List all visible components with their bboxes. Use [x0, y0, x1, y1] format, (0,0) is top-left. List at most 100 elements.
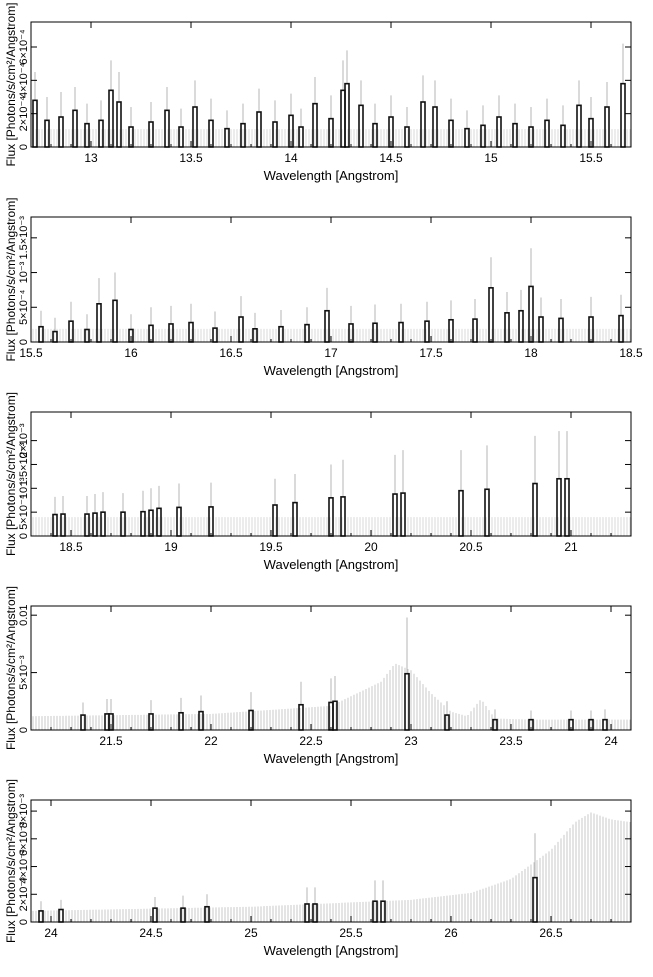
- data-bar: [98, 119, 104, 148]
- data-bar: [44, 119, 50, 148]
- data-bar: [532, 876, 538, 923]
- data-bar: [544, 119, 550, 148]
- data-bar: [58, 908, 64, 923]
- data-bar: [164, 109, 170, 148]
- data-bar: [400, 492, 406, 537]
- y-axis-label: Flux [Photons/s/cm²/Angstrom]: [4, 586, 18, 750]
- y-tick-label: 5×10⁻⁴: [18, 289, 30, 325]
- data-bar: [148, 121, 154, 148]
- data-bar: [298, 126, 304, 148]
- x-tick-label: 15: [484, 151, 498, 165]
- data-bar: [176, 506, 182, 537]
- x-tick-label: 22.5: [299, 734, 323, 748]
- x-tick-label: 14.5: [379, 151, 403, 165]
- data-bar: [148, 509, 154, 537]
- y-tick-label: 1.5×10⁻³: [18, 442, 30, 486]
- data-bar: [140, 510, 146, 537]
- y-axis-label: Flux [Photons/s/cm²/Angstrom]: [4, 392, 18, 556]
- x-tick-label: 26: [444, 926, 458, 940]
- data-bar: [620, 82, 626, 148]
- data-bar: [512, 122, 518, 148]
- x-tick-label: 17: [324, 346, 338, 360]
- y-tick-label: 10⁻³: [18, 261, 30, 283]
- data-bar: [256, 111, 262, 148]
- x-tick-label: 15.5: [19, 346, 43, 360]
- x-tick-label: 26.5: [539, 926, 563, 940]
- data-bar: [404, 126, 410, 148]
- data-bar: [112, 299, 118, 343]
- plot-panel-5: 24 24.5 25 25.5 26 26.5 0 2×10⁻³4×10⁻³6×10⁻³8×1…: [4, 779, 632, 958]
- x-axis-label: Wavelength [Angstrom]: [264, 557, 399, 572]
- data-bar: [238, 316, 244, 343]
- x-tick-label: 24: [604, 734, 618, 748]
- x-tick-label: 16: [124, 346, 138, 360]
- data-bar: [448, 318, 454, 343]
- data-bar: [178, 711, 184, 731]
- data-bar: [100, 511, 106, 537]
- data-bar: [518, 309, 524, 343]
- data-bar: [224, 127, 230, 148]
- data-bar: [532, 482, 538, 537]
- x-tick-label: 23.5: [499, 734, 523, 748]
- data-bar: [58, 116, 64, 148]
- data-bar: [52, 330, 58, 343]
- y-tick-label: 1.5×10⁻³: [18, 216, 30, 260]
- x-tick-label: 13.5: [179, 151, 203, 165]
- x-axis-label: Wavelength [Angstrom]: [264, 751, 399, 766]
- data-bar: [344, 82, 350, 148]
- data-bar: [560, 124, 566, 148]
- data-bar: [604, 106, 610, 148]
- data-bar: [538, 316, 544, 343]
- x-tick-label: 16.5: [219, 346, 243, 360]
- x-tick-label: 15.5: [579, 151, 603, 165]
- data-bar: [472, 318, 478, 343]
- plot-panel-4: 21.5 22 22.5 23 23.5 24 0 5×10⁻³ 0.01 Wavelength …: [4, 586, 632, 766]
- y-tick-label: 6×10⁻⁴: [18, 29, 30, 65]
- data-bar: [68, 320, 74, 343]
- y-axis-label: Flux [Photons/s/cm²/Angstrom]: [4, 779, 18, 943]
- x-tick-label: 20: [364, 540, 378, 554]
- data-bar: [392, 493, 398, 537]
- data-bar: [38, 325, 44, 343]
- data-bar: [272, 504, 278, 537]
- plot-frame: [30, 216, 632, 343]
- x-tick-label: 18.5: [619, 346, 643, 360]
- data-bar: [328, 117, 334, 148]
- data-bar: [92, 512, 98, 537]
- y-tick-label: 5×10⁻⁴: [18, 494, 30, 530]
- x-tick-label: 25.5: [339, 926, 363, 940]
- x-tick-label: 19.5: [259, 540, 283, 554]
- y-tick-label: 10⁻³: [18, 477, 30, 499]
- y-tick-label: 6×10⁻³: [18, 821, 30, 856]
- data-bar: [152, 907, 158, 923]
- plot-frame: [30, 799, 632, 923]
- data-bar: [332, 700, 338, 731]
- data-bar: [556, 477, 562, 537]
- data-bar: [292, 501, 298, 537]
- plot-panel-1: 13 13.5 14 14.5 15 15.5 0 2×10⁻⁴4×10⁻⁴6×10⁻⁴ Wav…: [4, 2, 632, 183]
- y-axis-label: Flux [Photons/s/cm²/Angstrom]: [4, 2, 18, 166]
- y-tick-label: 8×10⁻³: [18, 794, 30, 829]
- y-tick-label: 2×10⁻⁴: [18, 96, 30, 132]
- x-tick-label: 19: [164, 540, 178, 554]
- y-tick-label: 4×10⁻⁴: [18, 62, 30, 98]
- data-bar: [208, 119, 214, 148]
- plot-panel-3: 18.5 19 19.5 20 20.5 21 0 5×10⁻⁴10⁻³1.5×10⁻³2×1…: [4, 392, 632, 572]
- data-bar: [52, 513, 58, 537]
- data-bar: [212, 327, 218, 343]
- x-tick-label: 21: [564, 540, 578, 554]
- x-axis-label: Wavelength [Angstrom]: [264, 168, 399, 183]
- plot-frame: [30, 605, 632, 731]
- data-bar: [298, 703, 304, 731]
- data-bar: [458, 489, 464, 537]
- data-bar: [488, 287, 494, 343]
- x-tick-label: 24: [44, 926, 58, 940]
- x-tick-label: 21.5: [99, 734, 123, 748]
- x-tick-label: 22: [204, 734, 218, 748]
- y-tick-label: 0: [18, 339, 30, 345]
- plot-panel-2: 15.5 16 16.5 17 17.5 18 18.5 0 5×10⁻⁴ 10⁻³1.5×10⁻…: [4, 197, 643, 378]
- y-tick-label: 0: [18, 727, 30, 733]
- x-tick-label: 23: [404, 734, 418, 748]
- data-bar: [358, 104, 364, 148]
